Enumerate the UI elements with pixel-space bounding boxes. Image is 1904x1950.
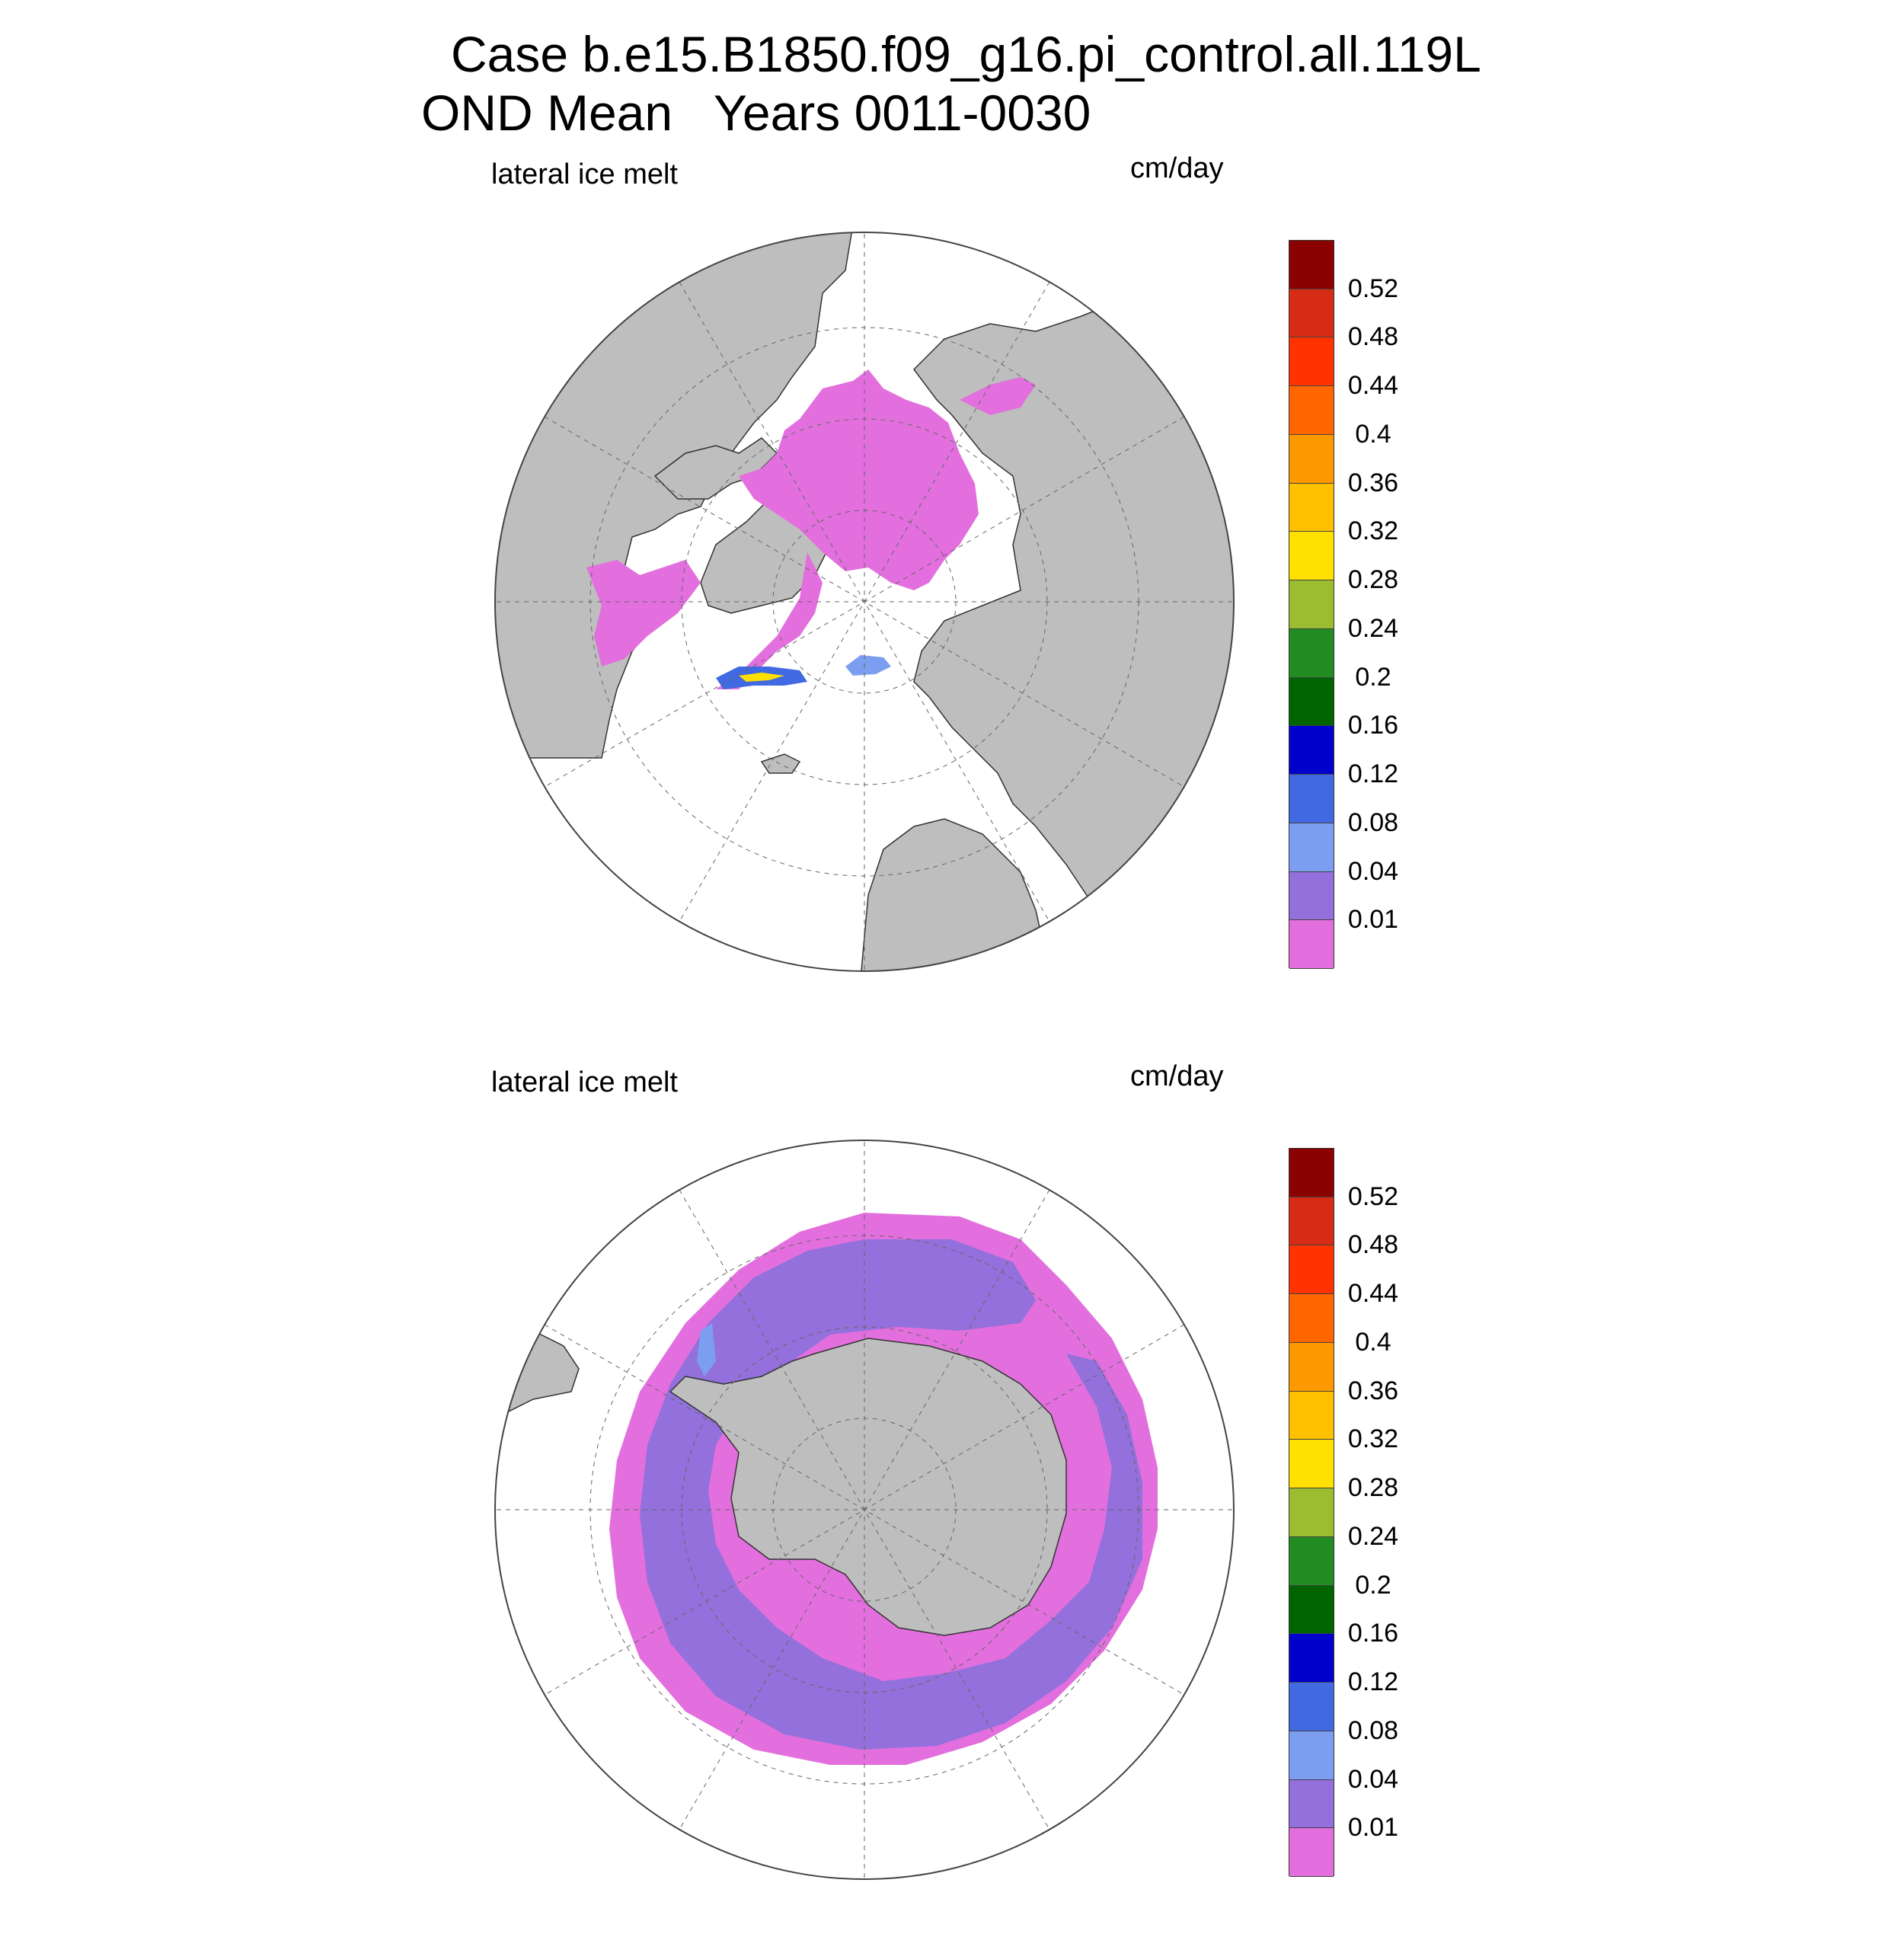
colorbar-segment bbox=[1289, 1828, 1334, 1877]
hudson-baffin-sea-ice bbox=[586, 560, 701, 667]
colorbar-tick-label: 0.08 bbox=[1347, 807, 1399, 837]
colorbar-segment bbox=[1289, 386, 1334, 435]
arctic-sea-ice-field bbox=[739, 369, 979, 590]
colorbar-tick-label: 0.4 bbox=[1355, 419, 1391, 449]
figure-title-line-2: OND Mean Years 0011-0030 bbox=[421, 85, 1091, 141]
colorbar-tick-label: 0.44 bbox=[1347, 1279, 1399, 1309]
colorbar-segment bbox=[1289, 628, 1334, 678]
colorbar-segment bbox=[1289, 337, 1334, 387]
colorbar-segment bbox=[1289, 1149, 1334, 1197]
colorbar-segment bbox=[1289, 1634, 1334, 1683]
east-greenland-sea-ice bbox=[716, 552, 823, 689]
map-boundary bbox=[494, 232, 1235, 972]
colorbar-tick-label: 0.08 bbox=[1347, 1715, 1399, 1745]
graticule bbox=[495, 1140, 1234, 1879]
graticule bbox=[495, 232, 1234, 971]
colorbar-tick-label: 0.2 bbox=[1355, 662, 1391, 692]
colorbar-segment bbox=[1289, 1731, 1334, 1780]
antarctica-land bbox=[669, 1338, 1067, 1636]
colorbar-tick-label: 0.4 bbox=[1355, 1327, 1391, 1357]
colorbar-segment bbox=[1289, 580, 1334, 629]
colorbar-tick-label: 0.24 bbox=[1347, 613, 1399, 643]
colorbar-segment bbox=[1289, 1779, 1334, 1829]
colorbar-segment bbox=[1289, 823, 1334, 872]
colorbar-segment bbox=[1289, 775, 1334, 823]
barents-melt-band bbox=[845, 655, 891, 676]
antarctic-sea-ice-inner bbox=[640, 1239, 1142, 1750]
map-boundary bbox=[494, 1140, 1235, 1880]
units-label: cm/day bbox=[1130, 1060, 1224, 1092]
panel-north: lateral ice melt cm/day bbox=[0, 145, 1904, 1051]
colorbar-tick-label: 0.01 bbox=[1347, 1813, 1399, 1843]
units-label: cm/day bbox=[1130, 152, 1224, 184]
south-polar-map bbox=[494, 1140, 1235, 1880]
figure-title-line-1: Case b.e15.B1850.f09_g16.pi_control.all.… bbox=[451, 26, 1481, 82]
colorbar-tick-label: 0.36 bbox=[1347, 1376, 1399, 1405]
panel-south: lateral ice melt cm/day bbox=[0, 1044, 1904, 1950]
colorbar-segment bbox=[1289, 726, 1334, 775]
colorbar-tick-label: 0.04 bbox=[1347, 1764, 1399, 1794]
colorbar-segment bbox=[1289, 1440, 1334, 1489]
colorbar-segment bbox=[1289, 434, 1334, 484]
colorbar-tick-label: 0.12 bbox=[1347, 759, 1399, 789]
colorbar-tick-label: 0.24 bbox=[1347, 1521, 1399, 1551]
colorbar-segment bbox=[1289, 1536, 1334, 1586]
colorbar-segment bbox=[1289, 1245, 1334, 1295]
okhotsk-sea-ice bbox=[960, 377, 1036, 415]
colorbar-segment bbox=[1289, 920, 1334, 969]
field-label: lateral ice melt bbox=[491, 1066, 678, 1098]
colorbar-segment bbox=[1289, 1197, 1334, 1246]
colorbar-segment bbox=[1289, 289, 1334, 338]
colorbar-tick-label: 0.36 bbox=[1347, 468, 1399, 497]
colorbar-segment bbox=[1289, 483, 1334, 532]
colorbar-segment bbox=[1289, 871, 1334, 921]
weddell-light-band bbox=[697, 1323, 716, 1376]
colorbar-tick-label: 0.12 bbox=[1347, 1667, 1399, 1697]
colorbar-segment bbox=[1289, 1391, 1334, 1440]
colorbar bbox=[1289, 1148, 1334, 1877]
colorbar-segment bbox=[1289, 1585, 1334, 1635]
colorbar-tick-label: 0.32 bbox=[1347, 516, 1399, 546]
colorbar-segment bbox=[1289, 1294, 1334, 1343]
colorbar-tick-label: 0.01 bbox=[1347, 905, 1399, 935]
colorbar-tick-label: 0.2 bbox=[1355, 1570, 1391, 1600]
colorbar-tick-label: 0.16 bbox=[1347, 711, 1399, 740]
north-polar-map bbox=[494, 232, 1235, 972]
colorbar-segment bbox=[1289, 1683, 1334, 1731]
colorbar-tick-label: 0.16 bbox=[1347, 1619, 1399, 1648]
colorbar-tick-label: 0.48 bbox=[1347, 322, 1399, 352]
labrador-melt-core bbox=[739, 673, 784, 682]
colorbar-tick-label: 0.32 bbox=[1347, 1424, 1399, 1454]
colorbar-segment bbox=[1289, 1342, 1334, 1392]
colorbar bbox=[1289, 240, 1334, 969]
colorbar-segment bbox=[1289, 532, 1334, 581]
field-label: lateral ice melt bbox=[491, 158, 678, 190]
colorbar-segment bbox=[1289, 1488, 1334, 1537]
colorbar-segment bbox=[1289, 241, 1334, 289]
colorbar-tick-label: 0.52 bbox=[1347, 273, 1399, 303]
colorbar-tick-label: 0.52 bbox=[1347, 1181, 1399, 1211]
colorbar-tick-label: 0.28 bbox=[1347, 565, 1399, 595]
colorbar-tick-label: 0.28 bbox=[1347, 1473, 1399, 1503]
colorbar-tick-label: 0.44 bbox=[1347, 371, 1399, 401]
colorbar-tick-label: 0.48 bbox=[1347, 1230, 1399, 1260]
colorbar-tick-label: 0.04 bbox=[1347, 856, 1399, 886]
colorbar-segment bbox=[1289, 677, 1334, 727]
